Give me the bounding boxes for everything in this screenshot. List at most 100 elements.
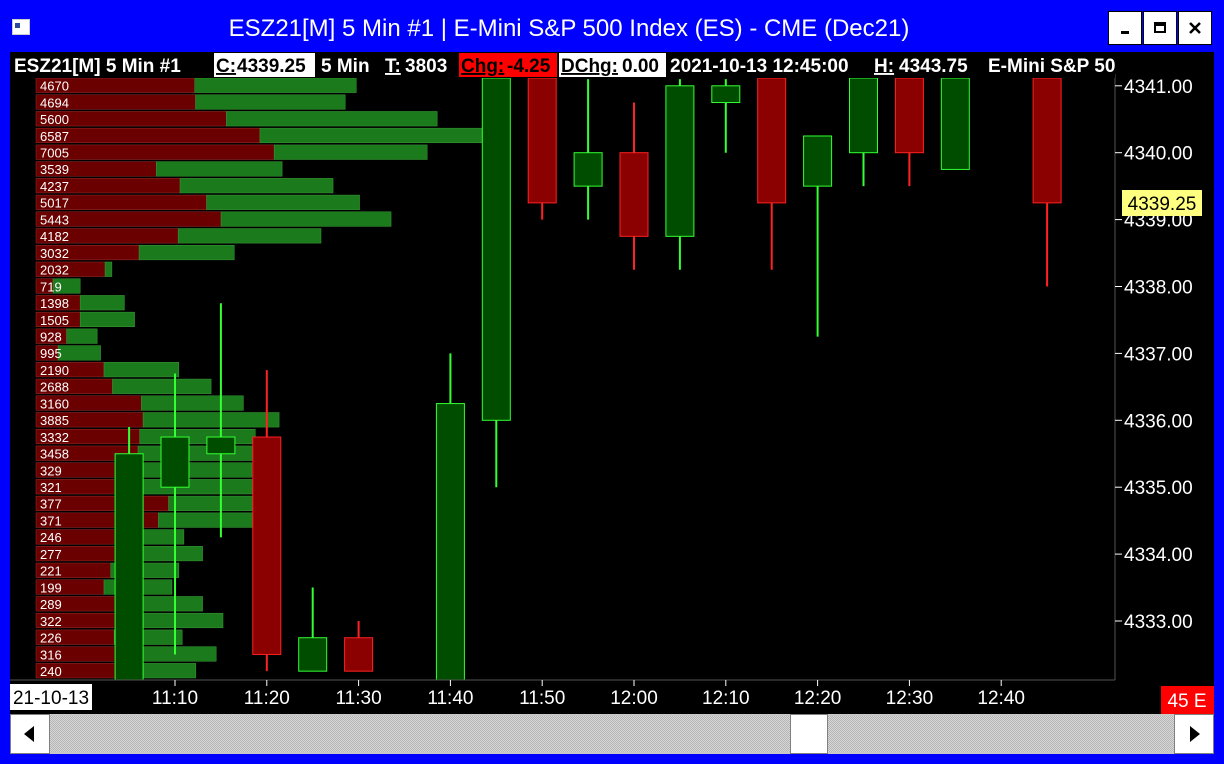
candle-body <box>619 152 649 237</box>
close-box <box>214 53 315 77</box>
profile-sell-bar <box>35 144 275 160</box>
profile-buy-bar <box>194 77 357 93</box>
candle-series <box>114 77 1062 681</box>
candle-body <box>527 77 557 204</box>
price-tick-label: 4335.00 <box>1124 478 1193 499</box>
profile-buy-bar <box>179 178 334 194</box>
header-interval: 5 Min <box>321 56 370 77</box>
dchg-label: DChg: <box>561 56 618 77</box>
last-price-label: 4339.25 <box>1128 194 1197 215</box>
scroll-track[interactable] <box>50 716 1174 752</box>
close-icon <box>1189 22 1201 34</box>
arrow-right-icon <box>1190 726 1200 742</box>
profile-volume-label: 329 <box>40 463 62 478</box>
chg-box <box>459 53 557 77</box>
candle-body <box>849 77 878 154</box>
close-button[interactable] <box>1178 11 1212 45</box>
profile-buy-bar <box>66 328 98 344</box>
candle-body <box>206 436 236 455</box>
profile-buy-bar <box>259 127 485 144</box>
profile-sell-bar <box>35 127 261 144</box>
profile-volume-label: 5600 <box>40 112 69 127</box>
price-tick-label: 4337.00 <box>1124 344 1193 365</box>
time-tick-label: 11:40 <box>427 688 473 709</box>
profile-volume-label: 4237 <box>40 179 69 194</box>
profile-buy-bar <box>142 412 280 428</box>
profile-volume-label: 2688 <box>40 380 69 395</box>
candle-body <box>114 453 144 681</box>
profile-volume-label: 5443 <box>40 212 69 227</box>
header-datetime: 2021-10-13 12:45:00 <box>670 56 849 77</box>
price-tick-label: 4336.00 <box>1124 411 1193 432</box>
time-tick-label: 11:30 <box>336 688 382 709</box>
profile-volume-label: 4670 <box>40 79 69 94</box>
header-instrument: E-Mini S&P 50 <box>988 56 1115 77</box>
header-symbol: ESZ21[M] 5 Min #1 <box>14 56 181 77</box>
maximize-button[interactable] <box>1143 11 1177 45</box>
time-tick-label: 11:20 <box>244 688 290 709</box>
candle-body <box>298 637 328 672</box>
candle-body <box>252 436 282 655</box>
price-tick-label: 4334.00 <box>1124 545 1193 566</box>
dchg-value: 0.00 <box>622 56 659 77</box>
profile-volume-label: 4182 <box>40 229 69 244</box>
profile-volume-label: 226 <box>40 631 62 646</box>
close-value: 4339.25 <box>237 56 306 77</box>
profile-buy-bar <box>104 261 113 277</box>
chart-header: ESZ21[M] 5 Min #1 C: 4339.25 5 Min T: 38… <box>10 52 1115 78</box>
candle-body <box>757 77 787 204</box>
time-tick-label: 12:20 <box>794 688 842 709</box>
close-label: C: <box>216 56 236 77</box>
minimize-button[interactable] <box>1108 11 1142 45</box>
profile-buy-bar <box>138 245 235 261</box>
profile-buy-bar <box>137 445 268 461</box>
time-tick-label: 11:50 <box>519 688 565 709</box>
last-price-marker: 4339.25 <box>1122 190 1202 216</box>
profile-buy-bar <box>273 144 428 160</box>
chg-label: Chg: <box>461 56 504 77</box>
candle-body <box>160 436 190 488</box>
time-axis: 21-10-13 45 E 11:10 11:20 11:30 11:40 11:50 1… <box>10 680 1214 714</box>
candle-body <box>1032 77 1062 204</box>
profile-volume-label: 3332 <box>40 430 69 445</box>
scroll-left-button[interactable] <box>10 714 50 754</box>
profile-volume-label: 7005 <box>40 146 69 161</box>
date-label-box <box>10 684 92 710</box>
price-axis: 4333.00 4334.00 4335.00 4336.00 4337.00 4338.… <box>1115 77 1193 633</box>
profile-volume-label: 289 <box>40 597 62 612</box>
profile-buy-bar <box>136 462 253 478</box>
profile-buy-bar <box>177 228 322 244</box>
scroll-thumb[interactable] <box>790 714 828 754</box>
time-tick-label: 12:00 <box>610 688 658 709</box>
high-label: H: <box>874 56 894 77</box>
profile-buy-bar <box>141 646 217 662</box>
time-tick-label: 12:30 <box>886 688 934 709</box>
profile-volume-label: 246 <box>40 530 62 545</box>
price-axis-panel <box>1115 52 1214 714</box>
price-tick-label: 4338.00 <box>1124 278 1193 299</box>
profile-buy-bar <box>137 479 254 495</box>
ticks-label: T: <box>385 56 401 77</box>
profile-buy-bar <box>220 211 392 227</box>
title-bar: ESZ21[M] 5 Min #1 | E-Mini S&P 500 Index… <box>0 0 1224 52</box>
arrow-left-icon <box>24 726 34 742</box>
profile-volume-label: 2190 <box>40 363 69 378</box>
profile-buy-bar <box>79 311 135 327</box>
profile-volume-label: 221 <box>40 564 62 579</box>
profile-volume-label: 1398 <box>40 296 69 311</box>
profile-volume-label: 928 <box>40 329 62 344</box>
profile-volume-label: 240 <box>40 664 62 679</box>
chg-value: -4.25 <box>507 56 551 77</box>
horizontal-scrollbar[interactable] <box>10 714 1214 754</box>
candle-body <box>435 403 465 681</box>
profile-buy-bar <box>141 395 244 411</box>
candle-body <box>573 152 603 187</box>
profile-volume-label: 199 <box>40 580 62 595</box>
profile-volume-label: 6587 <box>40 129 69 144</box>
bar-countdown-box <box>1161 686 1214 714</box>
scroll-right-button[interactable] <box>1174 714 1214 754</box>
profile-buy-bar <box>139 428 256 445</box>
profile-volume-label: 3885 <box>40 413 69 428</box>
last-price-tag <box>1122 190 1202 216</box>
